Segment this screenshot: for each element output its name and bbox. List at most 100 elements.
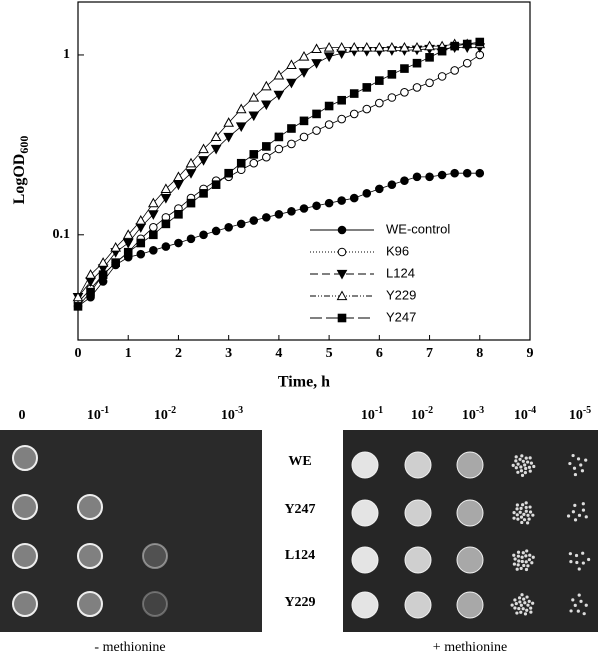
- data-point: [336, 41, 348, 52]
- spot: [77, 494, 103, 520]
- data-point: [450, 168, 459, 178]
- dilution-exp: -3: [235, 405, 243, 416]
- spot: [456, 591, 484, 619]
- colony: [521, 551, 525, 555]
- data-point: [73, 302, 83, 311]
- data-point: [248, 91, 260, 102]
- data-point: [400, 64, 409, 73]
- data-point: [349, 89, 359, 98]
- data-point: [348, 41, 360, 52]
- colony: [512, 553, 516, 557]
- colony: [566, 514, 571, 518]
- data-point: [262, 142, 271, 151]
- colony: [524, 505, 528, 510]
- colony: [520, 559, 524, 564]
- right-caption: + methionine: [433, 640, 507, 655]
- colony: [528, 553, 532, 557]
- colony: [574, 553, 579, 558]
- legend-marker: [336, 269, 348, 280]
- colony: [517, 596, 522, 600]
- data-point: [185, 157, 197, 168]
- data-point: [224, 168, 233, 178]
- data-point: [437, 72, 447, 81]
- data-point: [450, 66, 459, 75]
- colony: [515, 503, 519, 507]
- colony: [576, 457, 581, 461]
- data-point: [186, 198, 196, 208]
- data-point: [160, 183, 172, 193]
- dilution-base: 10: [411, 408, 425, 423]
- spot: [142, 543, 168, 569]
- data-point: [248, 111, 260, 122]
- data-point: [224, 223, 233, 232]
- data-point: [149, 245, 158, 255]
- colony: [517, 559, 521, 563]
- data-point: [437, 170, 447, 180]
- data-point: [85, 269, 96, 279]
- x-tick-label: 2: [175, 346, 182, 361]
- colony: [524, 509, 528, 513]
- colony: [577, 593, 581, 597]
- data-point: [274, 210, 284, 219]
- data-point: [324, 120, 334, 129]
- data-point: [161, 242, 171, 251]
- legend-label: L124: [386, 265, 415, 280]
- data-point: [274, 132, 284, 142]
- spot: [351, 591, 379, 619]
- data-point: [349, 193, 359, 203]
- colony: [519, 603, 523, 607]
- colony: [527, 465, 532, 469]
- colony: [528, 456, 532, 460]
- colony: [516, 470, 520, 474]
- colony: [576, 609, 580, 613]
- colony: [516, 554, 520, 558]
- dilution-base: 10: [221, 408, 235, 423]
- colony: [513, 557, 517, 561]
- colony: [523, 612, 528, 616]
- data-point: [323, 41, 335, 52]
- colony: [515, 567, 519, 571]
- data-point: [312, 126, 321, 135]
- data-point: [174, 238, 183, 248]
- data-point: [323, 52, 335, 63]
- data-point: [211, 180, 221, 189]
- dilution-base: 10: [154, 408, 168, 423]
- data-point: [173, 171, 184, 181]
- dilution-base: 10: [462, 408, 476, 423]
- colony: [513, 598, 517, 602]
- data-point: [386, 41, 398, 52]
- data-point: [111, 258, 120, 267]
- colony: [528, 510, 533, 514]
- data-point: [437, 46, 447, 56]
- colony: [520, 454, 524, 458]
- spot: [351, 451, 379, 479]
- data-point: [287, 139, 296, 149]
- colony: [515, 507, 519, 511]
- x-tick-label: 9: [527, 346, 534, 361]
- colony: [517, 606, 521, 611]
- dilution-label: 0: [19, 408, 26, 423]
- data-point: [299, 132, 309, 142]
- data-point: [311, 59, 322, 69]
- colony: [519, 465, 523, 469]
- colony: [579, 463, 583, 467]
- dilution-label: 10-3: [462, 405, 484, 423]
- colony: [527, 558, 532, 562]
- colony: [573, 472, 578, 477]
- data-point: [135, 223, 147, 233]
- colony: [581, 508, 586, 512]
- data-point: [147, 210, 159, 220]
- colony: [524, 567, 529, 572]
- data-point: [475, 168, 485, 178]
- legend-label: Y229: [386, 287, 416, 302]
- y-tick-label: 1: [63, 47, 70, 62]
- colony: [529, 606, 533, 610]
- data-point: [412, 172, 422, 182]
- dilution-label: 10-4: [514, 405, 536, 423]
- data-point: [312, 201, 321, 211]
- spot: [404, 499, 432, 527]
- colony: [521, 607, 525, 611]
- data-point: [375, 98, 384, 108]
- data-point: [262, 152, 271, 162]
- legend-marker: [337, 313, 347, 323]
